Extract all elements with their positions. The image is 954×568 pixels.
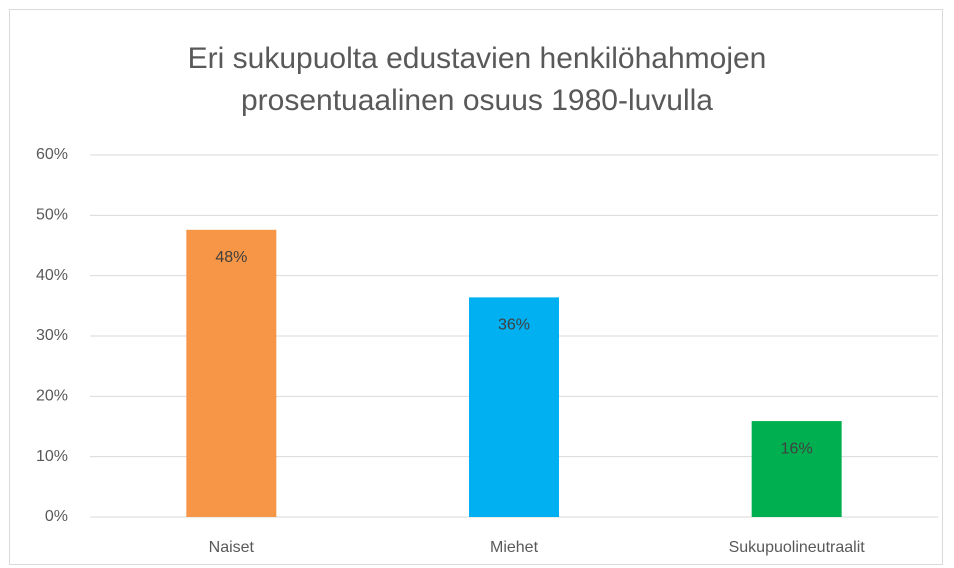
y-tick-label: 10% — [36, 448, 68, 465]
bar — [186, 229, 277, 517]
bar — [751, 421, 842, 517]
y-tick-label: 30% — [36, 327, 68, 344]
y-tick-label: 0% — [45, 508, 68, 525]
data-label: 36% — [498, 317, 530, 334]
bar — [469, 297, 559, 517]
x-tick-label: Miehet — [490, 539, 539, 556]
y-tick-label: 60% — [36, 146, 68, 163]
x-tick-label: Naiset — [209, 539, 255, 556]
data-label: 16% — [781, 440, 813, 457]
data-label: 48% — [215, 249, 247, 266]
chart-title: Eri sukupuolta edustavien henkilöhahmoje… — [187, 42, 767, 117]
y-tick-label: 50% — [36, 207, 68, 224]
y-tick-label: 20% — [36, 388, 68, 405]
chart-border — [9, 9, 943, 565]
x-tick-label: Sukupuolineutraalit — [729, 539, 866, 556]
y-tick-label: 40% — [36, 267, 68, 284]
